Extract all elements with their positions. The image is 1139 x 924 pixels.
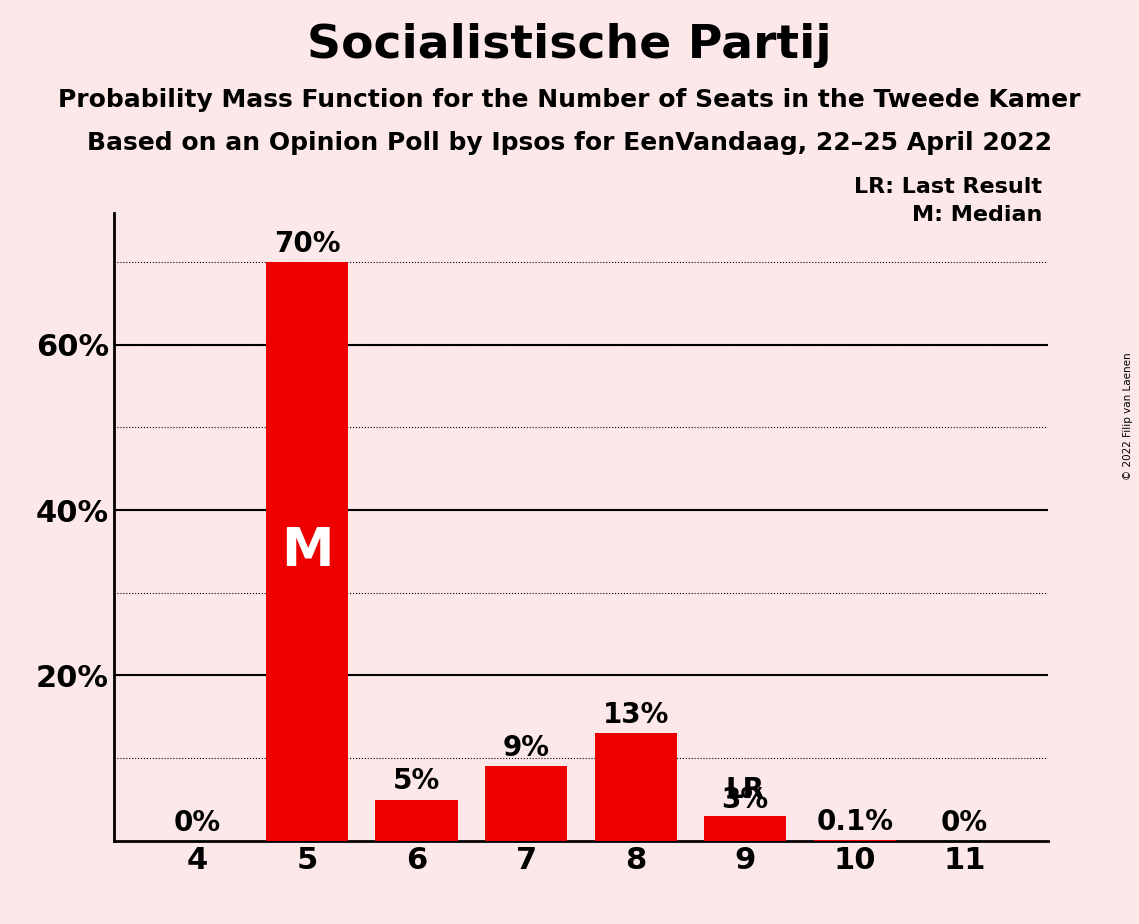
Text: Based on an Opinion Poll by Ipsos for EenVandaag, 22–25 April 2022: Based on an Opinion Poll by Ipsos for Ee… [87,131,1052,155]
Text: 3%: 3% [722,785,769,813]
Text: M: Median: M: Median [912,205,1042,225]
Bar [265,262,349,841]
Bar [704,816,786,841]
Text: 70%: 70% [273,230,341,258]
Text: M: M [280,526,334,578]
Text: LR: LR [726,775,764,804]
Text: 13%: 13% [603,701,669,729]
Text: 5%: 5% [393,767,440,796]
Text: 0%: 0% [174,808,221,837]
Text: © 2022 Filip van Laenen: © 2022 Filip van Laenen [1123,352,1133,480]
Text: Probability Mass Function for the Number of Seats in the Tweede Kamer: Probability Mass Function for the Number… [58,88,1081,112]
Text: Socialistische Partij: Socialistische Partij [308,23,831,68]
Text: LR: Last Result: LR: Last Result [854,177,1042,198]
Bar [376,799,458,841]
Text: 9%: 9% [502,735,550,762]
Text: 0.1%: 0.1% [817,808,893,836]
Bar [485,766,567,841]
Text: 0%: 0% [941,808,988,837]
Bar [595,734,677,841]
